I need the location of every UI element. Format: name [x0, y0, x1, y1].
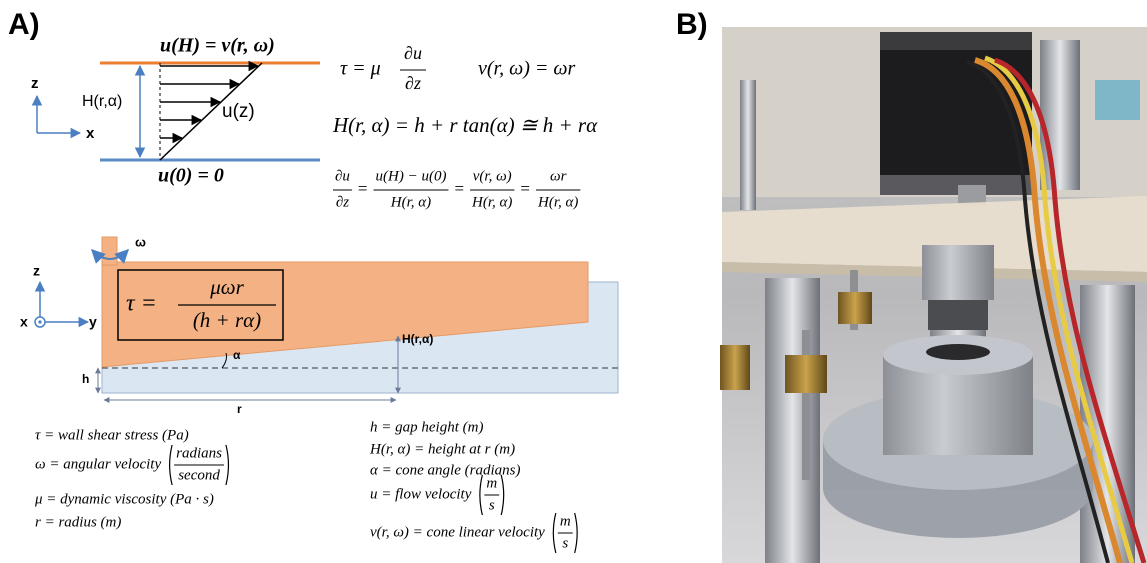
gap-label: h — [82, 372, 89, 386]
height-label: H(r,α) — [402, 332, 433, 346]
fraction-denominator: (h + rα) — [193, 308, 261, 332]
fraction-denominator: H(r, α) — [471, 194, 512, 210]
motor-top — [880, 32, 1032, 50]
brass-nut — [785, 355, 827, 393]
equals-sign: = — [358, 179, 368, 198]
legend-text: μ = dynamic viscosity (Pa · s) — [34, 491, 214, 507]
formula-lhs: τ = — [126, 291, 157, 317]
background-object — [1095, 80, 1140, 120]
profile-label: u(z) — [222, 101, 255, 122]
radius-label: r — [237, 402, 242, 416]
fraction-denominator: s — [489, 497, 495, 513]
fraction-numerator: u(H) − u(0) — [376, 168, 447, 184]
coupling-lower — [928, 300, 988, 330]
legend-text: u = flow velocity — [370, 486, 472, 502]
legend-text: H(r, α) = height at r (m) — [369, 441, 515, 457]
brass-nut — [838, 292, 872, 324]
equations: τ = μ ∂u ∂z v(r, ω) = ωr H(r, α) = h + r… — [332, 43, 598, 210]
cone-plate: ω τ = μωr (h + rα) α H(r,α) h r z x y — [20, 234, 618, 416]
velocity-equation: v(r, ω) = ωr — [478, 58, 576, 80]
fraction-denominator: H(r, α) — [537, 194, 578, 210]
height-label: H(r,α) — [82, 93, 122, 110]
top-boundary-equation: u(H) = v(r, ω) — [160, 35, 275, 57]
gradient-equation: ∂u ∂z = u(H) − u(0) H(r, α) = v(r, ω) H(r, α) = ω… — [333, 168, 580, 210]
rod — [1040, 40, 1080, 190]
panel-label: B) — [676, 8, 708, 41]
height-equation: H(r, α) = h + r tan(α) ≅ h + rα — [332, 113, 598, 137]
bottom-boundary-equation: u(0) = 0 — [158, 165, 224, 187]
shear-equation: τ = μ — [340, 58, 381, 80]
fraction-numerator: m — [486, 475, 497, 491]
photo — [720, 27, 1147, 563]
fraction-denominator: second — [178, 467, 220, 483]
fraction-numerator: μωr — [209, 275, 244, 299]
brass-nut — [720, 345, 750, 390]
fraction-numerator: ∂u — [335, 168, 350, 184]
equals-sign: = — [454, 179, 464, 198]
rod — [740, 80, 756, 210]
legend-text: h = gap height (m) — [370, 419, 483, 435]
shaft — [102, 237, 117, 265]
figure: A) B) u(H) = v(r, ω) u(0) = 0 H(r,α) u(z… — [0, 0, 1147, 563]
fraction-numerator: v(r, ω) — [473, 168, 512, 184]
bracket — [170, 445, 173, 485]
fraction-numerator: ωr — [550, 168, 567, 184]
x-axis-dot — [38, 320, 41, 323]
omega-label: ω — [135, 234, 146, 249]
fraction-denominator: ∂z — [405, 73, 421, 93]
equals-sign: = — [520, 179, 530, 198]
alpha-label: α — [233, 348, 241, 362]
legends: τ = wall shear stress (Pa) ω = angular ve… — [34, 419, 577, 553]
legend-text: τ = wall shear stress (Pa) — [35, 427, 189, 443]
bracket — [480, 475, 483, 515]
axis-label: z — [33, 263, 40, 279]
axis-label: x — [20, 314, 28, 330]
rod — [765, 278, 820, 563]
legend-text: v(r, ω) = cone linear velocity — [370, 524, 545, 540]
axis-label: y — [89, 314, 97, 330]
fraction-numerator: radians — [176, 445, 222, 461]
coupling — [922, 245, 994, 300]
motor-flange — [880, 175, 1032, 195]
legend-text: α = cone angle (radians) — [370, 462, 520, 478]
bracket — [553, 513, 556, 553]
fraction-numerator: m — [560, 513, 571, 529]
panel-label: A) — [8, 8, 40, 41]
legend-text: ω = angular velocity — [35, 456, 161, 472]
screw — [958, 185, 986, 205]
fraction-denominator: s — [562, 535, 568, 551]
bracket — [226, 445, 229, 485]
velocity-profile: u(H) = v(r, ω) u(0) = 0 H(r,α) u(z) z x — [31, 35, 320, 187]
body: A) B) u(H) = v(r, ω) u(0) = 0 H(r,α) u(z… — [0, 0, 1147, 563]
bracket — [575, 513, 578, 553]
legend-text: r = radius (m) — [35, 514, 121, 530]
fraction-denominator: ∂z — [336, 194, 349, 210]
bracket — [501, 475, 504, 515]
threaded-rod — [802, 330, 810, 480]
page: Cone and plate viscometer figure { "pane… — [0, 0, 1147, 563]
fraction-numerator: ∂u — [404, 43, 422, 63]
cup-well — [926, 344, 990, 360]
fraction-denominator: H(r, α) — [390, 194, 431, 210]
axis-label: z — [31, 75, 39, 92]
axis-label: x — [86, 125, 95, 142]
